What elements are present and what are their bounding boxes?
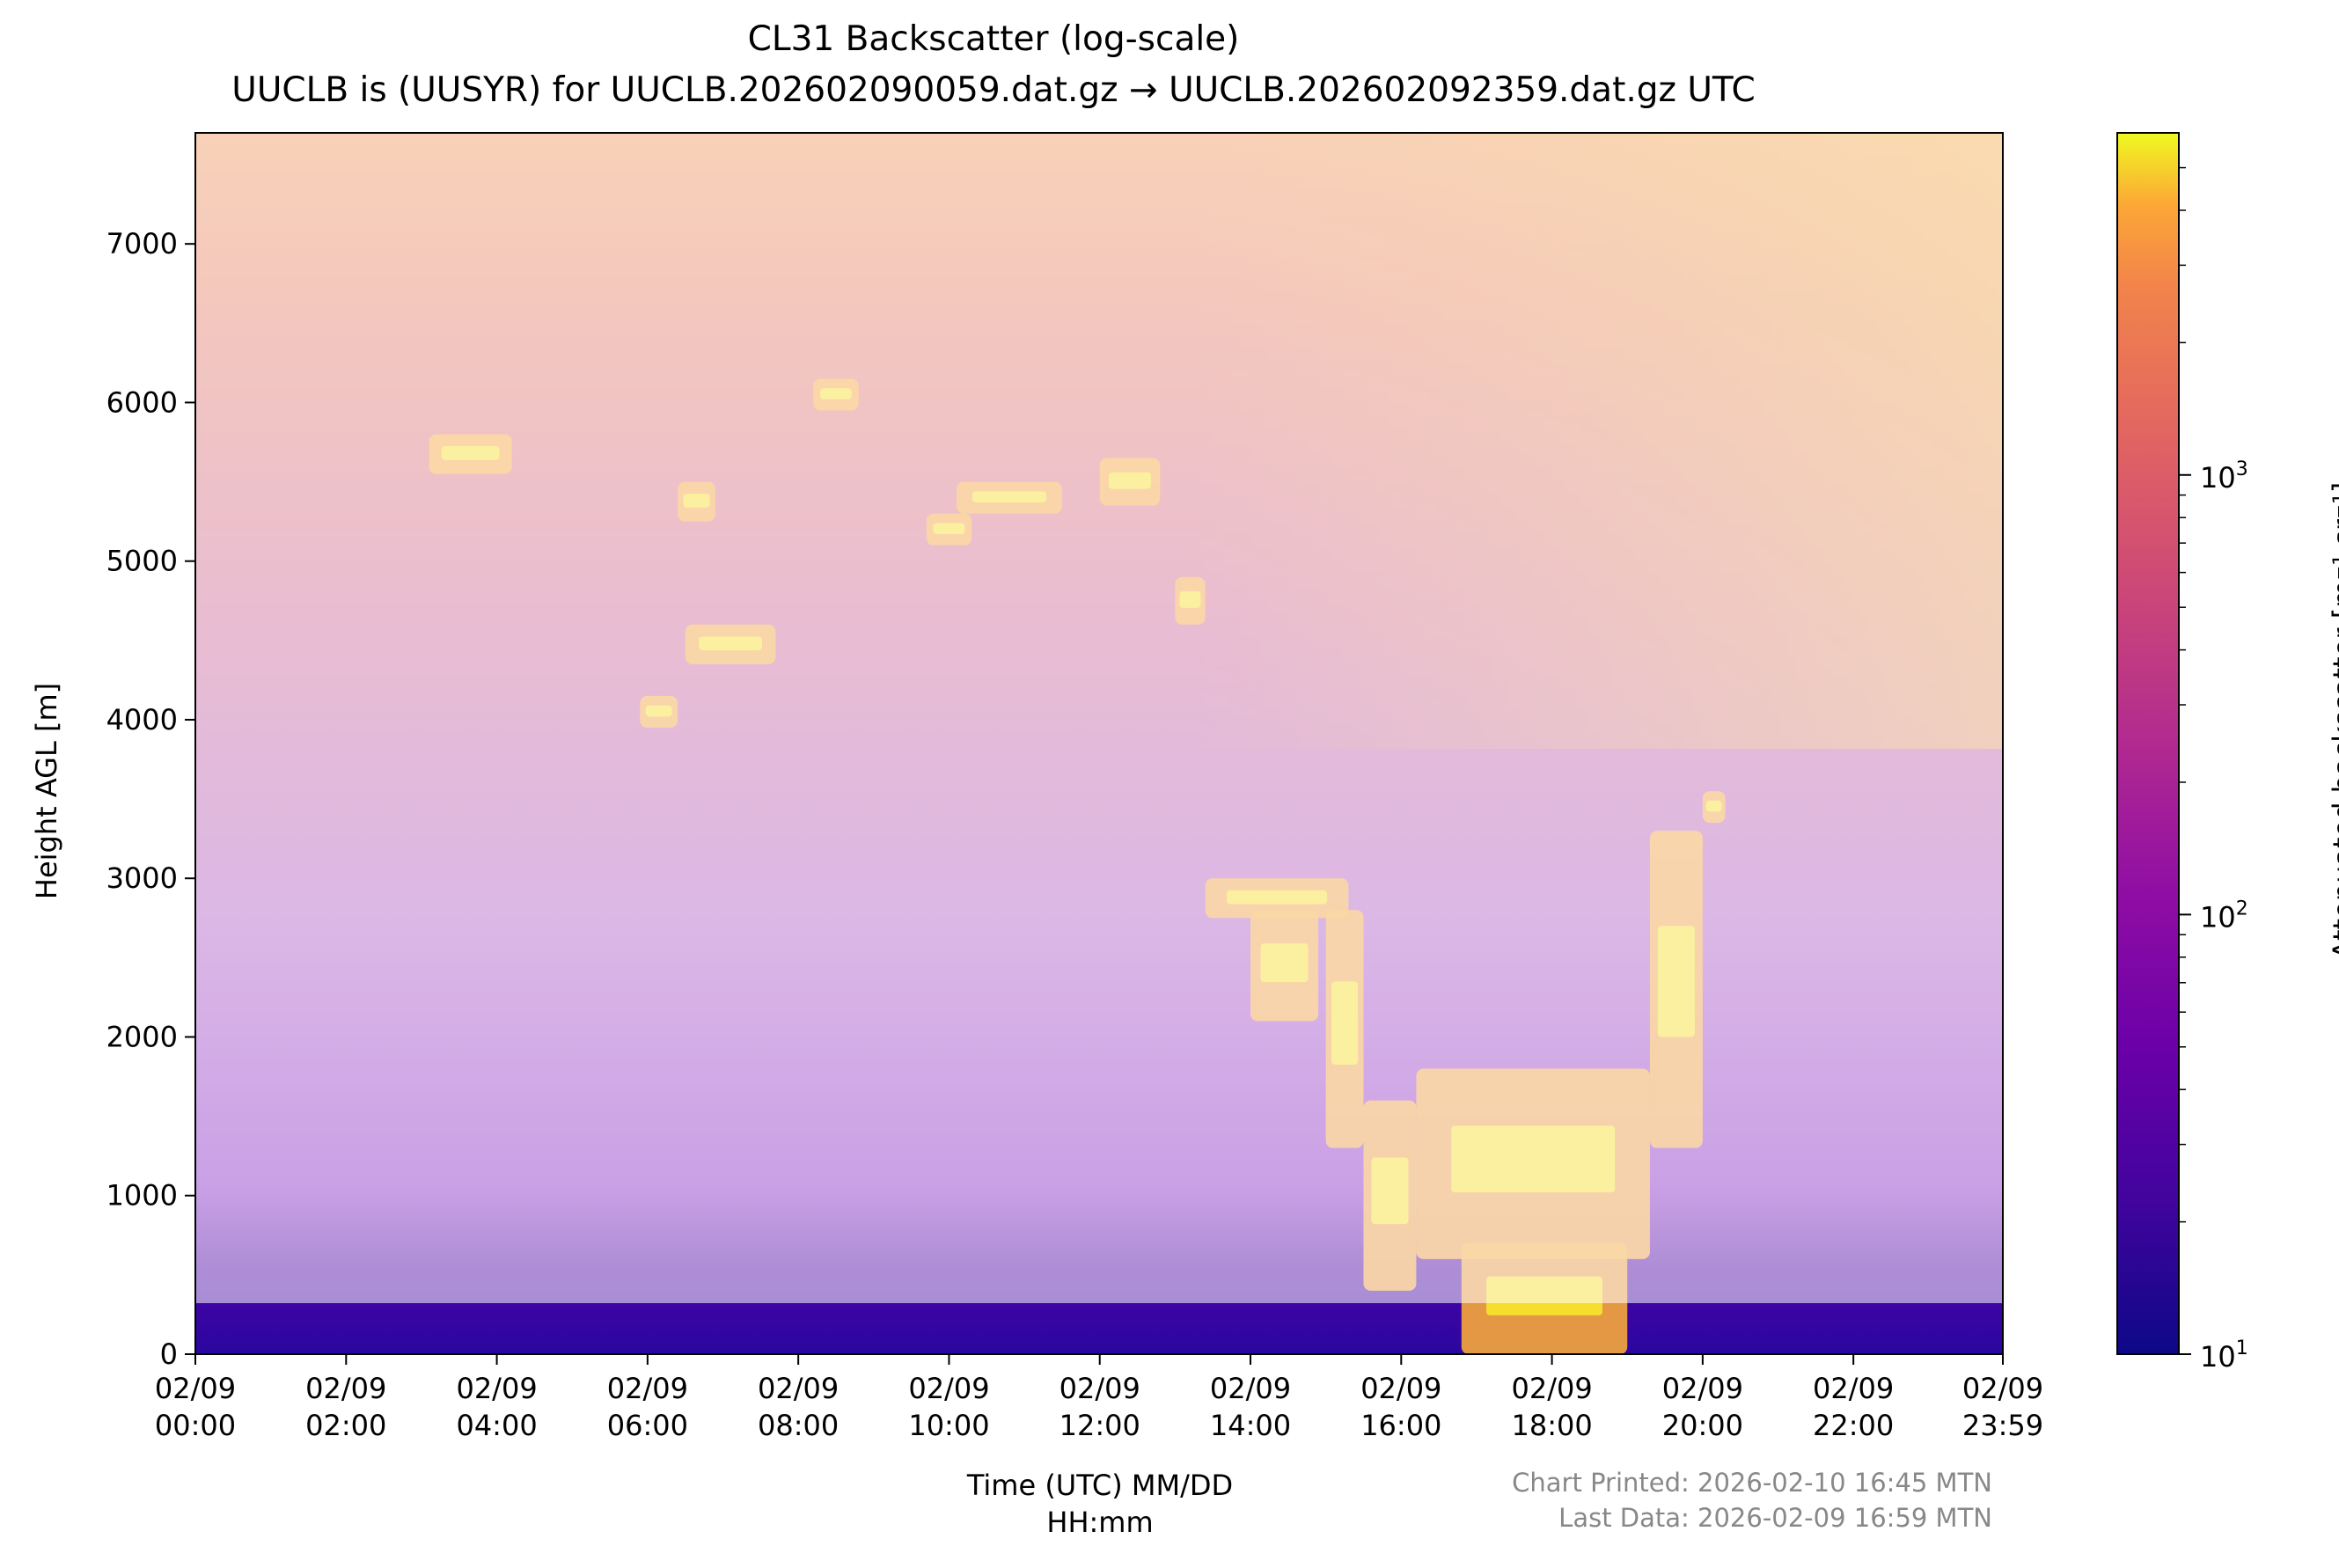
colorbar (2116, 132, 2180, 1355)
heatmap-speckle (195, 133, 2003, 1303)
x-tick-label-date: 02/09 (1060, 1372, 1140, 1405)
x-axis-label-line1: Time (UTC) MM/DD (966, 1469, 1234, 1502)
x-tick-label-time: 10:00 (908, 1409, 989, 1442)
x-tick-label-date: 02/09 (1662, 1372, 1743, 1405)
x-tick-label-time: 14:00 (1210, 1409, 1291, 1442)
x-axis-label-line2: HH:mm (1046, 1505, 1154, 1539)
chart-title: CL31 Backscatter (log-scale) (747, 19, 1240, 59)
x-tick-label-time: 23:59 (1962, 1409, 2043, 1442)
x-tick-label-date: 02/09 (456, 1372, 537, 1405)
x-tick-label-time: 06:00 (607, 1409, 688, 1442)
x-tick-label-time: 00:00 (155, 1409, 236, 1442)
x-tick-label-time: 16:00 (1360, 1409, 1441, 1442)
y-tick-label: 2000 (106, 1020, 178, 1053)
x-tick-label-date: 02/09 (1360, 1372, 1441, 1405)
x-tick-label-time: 08:00 (758, 1409, 839, 1442)
x-tick-label-time: 22:00 (1813, 1409, 1894, 1442)
y-tick-label: 4000 (106, 703, 178, 736)
y-tick-label: 0 (160, 1337, 178, 1371)
colorbar-tick-label: 103 (2200, 458, 2248, 495)
y-axis: 0 1000 2000 3000 4000 5000 6000 7000 (106, 227, 195, 1371)
x-tick-label-date: 02/09 (305, 1372, 386, 1405)
y-tick-label: 3000 (106, 861, 178, 895)
x-tick-label-date: 02/09 (1813, 1372, 1894, 1405)
y-tick-label: 7000 (106, 227, 178, 260)
x-tick-label-time: 02:00 (305, 1409, 386, 1442)
x-tick-label-time: 04:00 (456, 1409, 537, 1442)
x-tick-label-date: 02/09 (607, 1372, 688, 1405)
chart-subtitle: UUCLB is (UUSYR) for UUCLB.202602090059.… (231, 70, 1756, 110)
x-tick-label-time: 18:00 (1511, 1409, 1592, 1442)
last-data-note: Last Data: 2026-02-09 16:59 MTN (1558, 1503, 1992, 1533)
colorbar-tick-label: 102 (2200, 898, 2248, 934)
x-axis: 02/09 00:00 02/09 02:00 02/09 04:00 02/09 06:00… (155, 1354, 2043, 1442)
y-axis-label: Height AGL [m] (30, 682, 64, 900)
colorbar-axis: 101 102 103 (2179, 166, 2248, 1374)
x-tick-label-date: 02/09 (1962, 1372, 2043, 1405)
x-tick-label-time: 12:00 (1060, 1409, 1140, 1442)
x-tick-label-date: 02/09 (155, 1372, 236, 1405)
x-tick-label-time: 20:00 (1662, 1409, 1743, 1442)
x-tick-label-date: 02/09 (1511, 1372, 1592, 1405)
y-tick-label: 6000 (106, 385, 178, 419)
x-tick-label-date: 02/09 (1210, 1372, 1291, 1405)
x-tick-label-date: 02/09 (758, 1372, 839, 1405)
x-axis-label: Time (UTC) MM/DD HH:mm (924, 1468, 1276, 1541)
x-tick-label-date: 02/09 (908, 1372, 989, 1405)
chart-printed-note: Chart Printed: 2026-02-10 16:45 MTN (1512, 1468, 1992, 1498)
colorbar-tick-label: 101 (2200, 1337, 2248, 1374)
colorbar-label: Attenuated backscatter [m⁻¹ sr⁻¹] (2327, 481, 2339, 960)
y-tick-label: 5000 (106, 545, 178, 578)
y-tick-label: 1000 (106, 1179, 178, 1213)
